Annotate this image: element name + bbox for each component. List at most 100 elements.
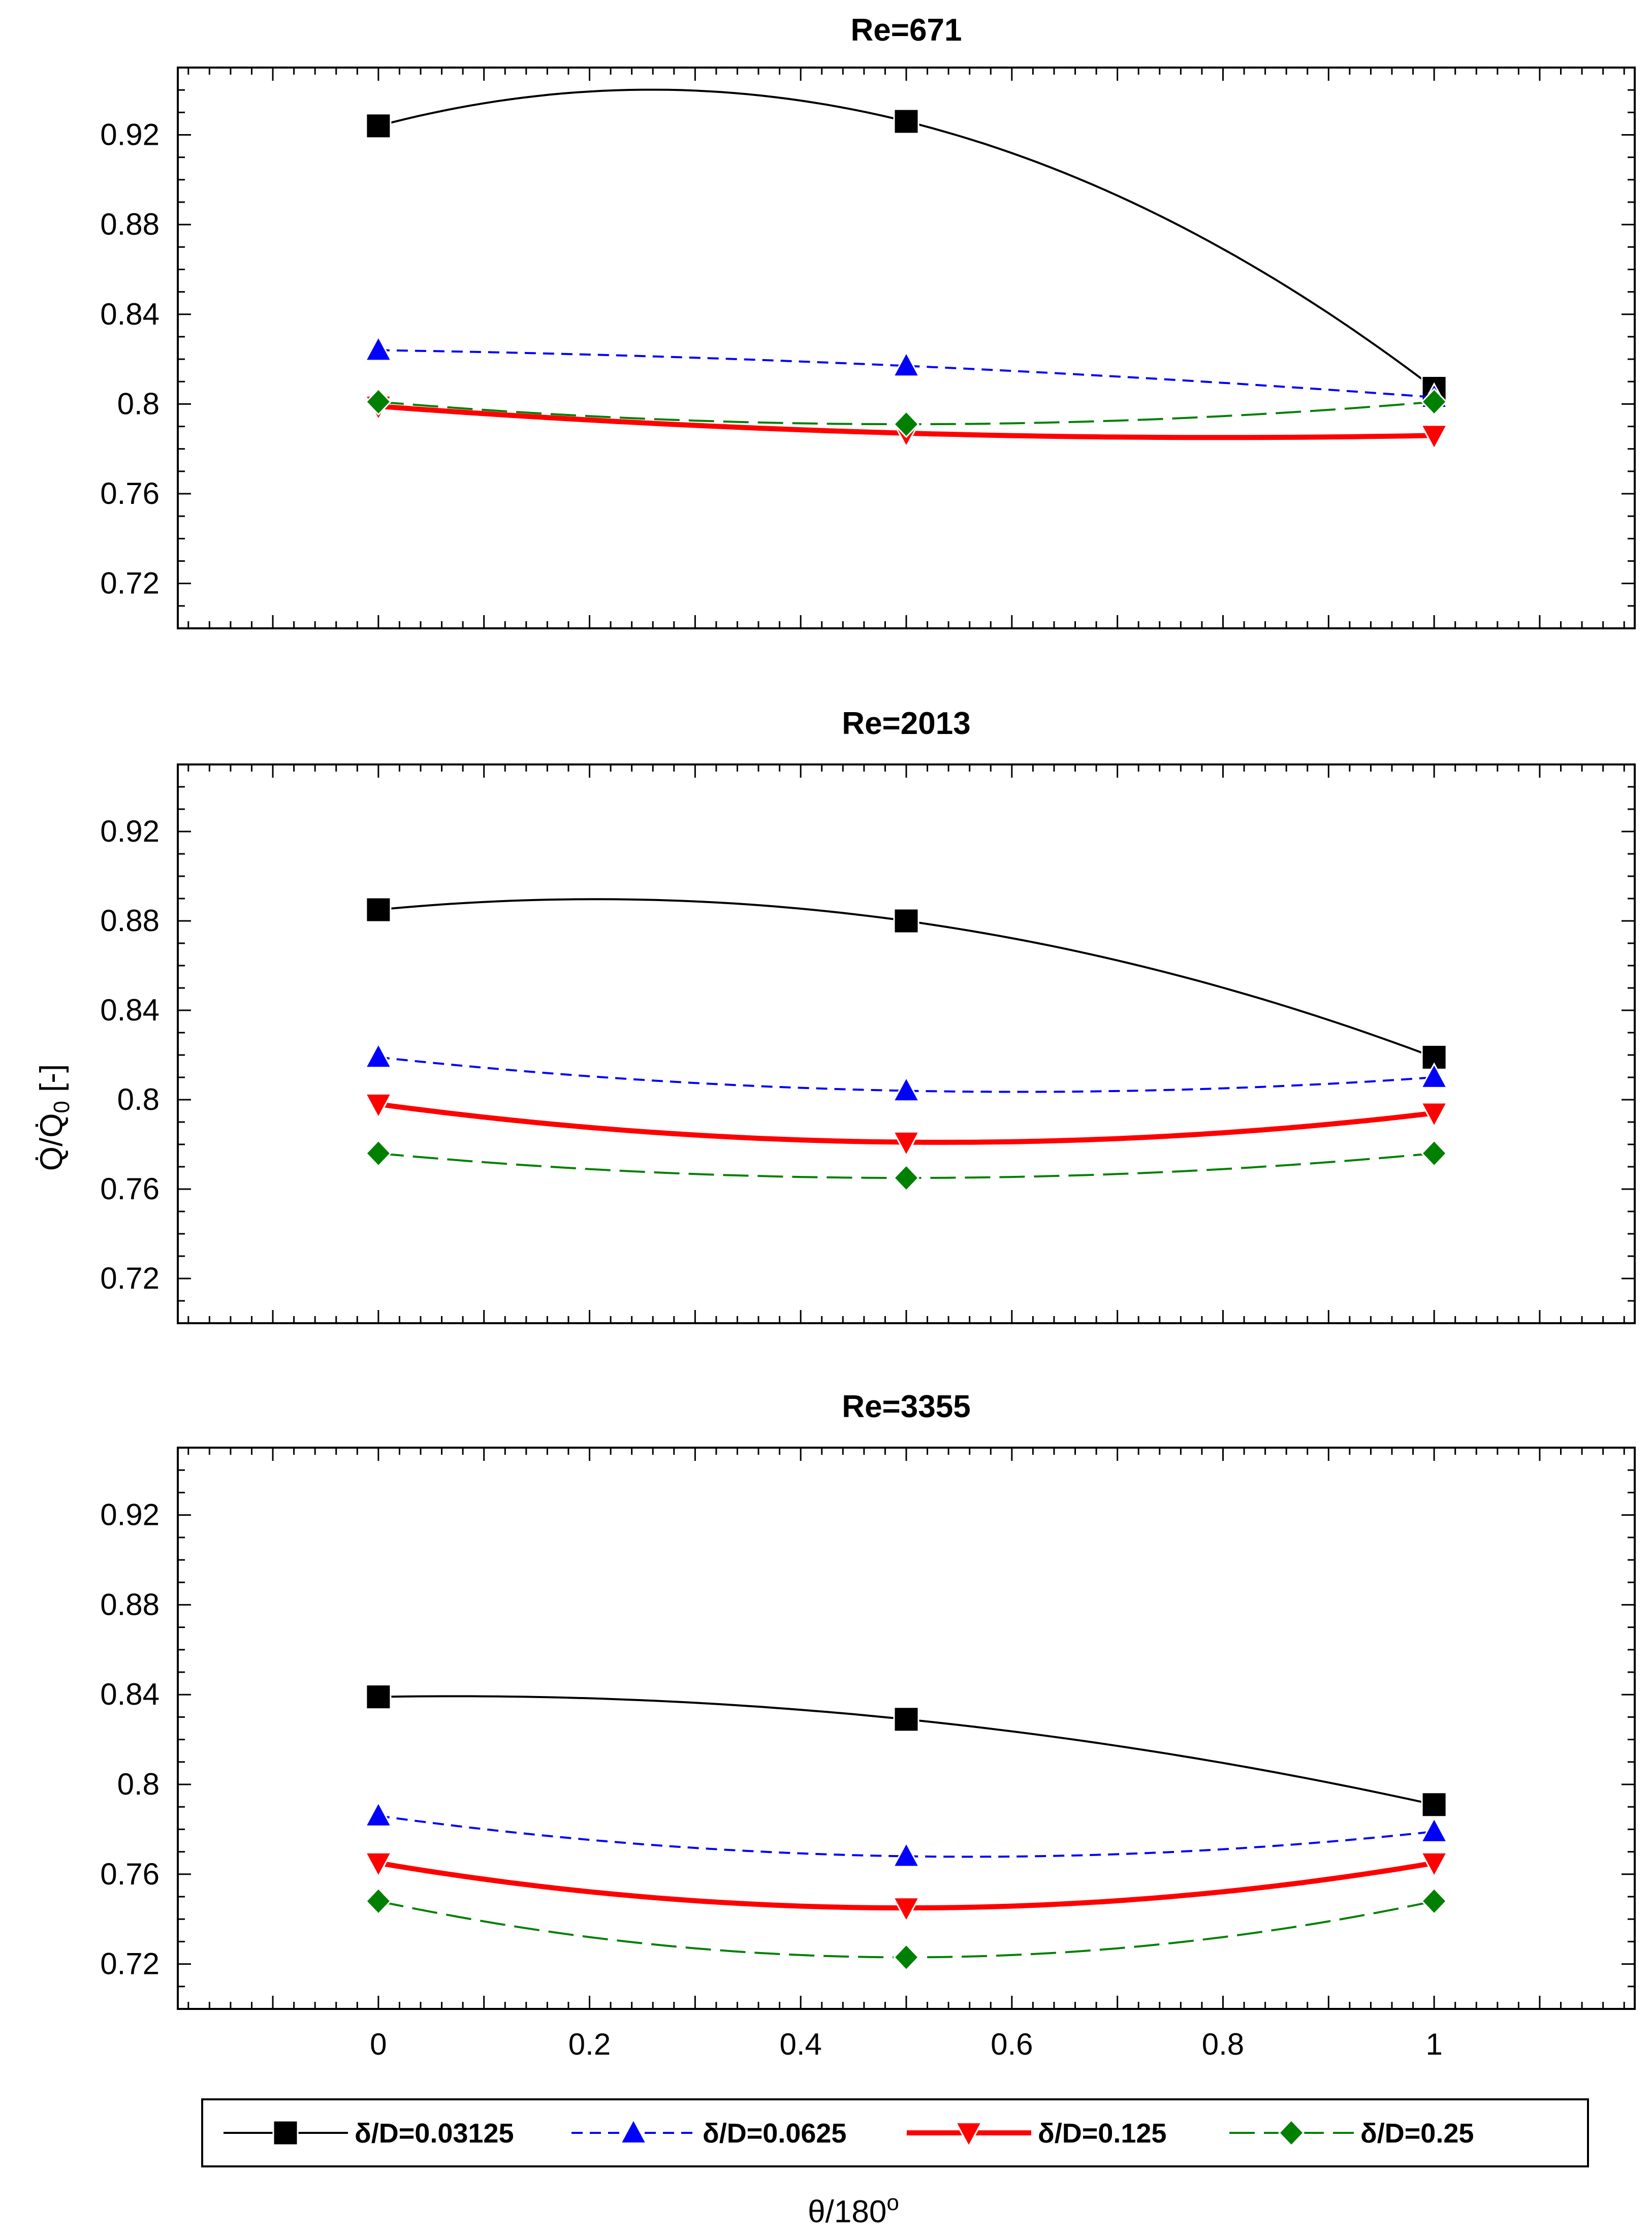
legend-label: δ/D=0.125 bbox=[1038, 2118, 1166, 2149]
y-tick-label: 0.92 bbox=[100, 814, 160, 848]
data-point bbox=[364, 335, 393, 362]
panel-title: Re=2013 bbox=[842, 706, 970, 741]
data-point bbox=[892, 1841, 920, 1868]
panel-1: Re=671 0.72 0.76 0.8 0.84 0.88 0.92 bbox=[100, 13, 1636, 629]
y-tick-label: 0.84 bbox=[100, 1677, 160, 1711]
data-point bbox=[364, 1801, 393, 1827]
x-tick-label: 0 bbox=[370, 2027, 387, 2061]
data-point bbox=[892, 1131, 920, 1158]
y-tick-label: 0.92 bbox=[100, 117, 160, 151]
y-tick-label: 0.8 bbox=[117, 1082, 160, 1116]
series-1 bbox=[365, 897, 1447, 1070]
legend-label: δ/D=0.03125 bbox=[355, 2118, 514, 2149]
series-3 bbox=[364, 1093, 1448, 1158]
series-2 bbox=[364, 1042, 1448, 1102]
legend-box bbox=[201, 2098, 1589, 2167]
data-point bbox=[893, 1164, 920, 1192]
legend-marker bbox=[955, 2122, 983, 2148]
y-tick-label: 0.76 bbox=[100, 1172, 160, 1206]
data-point bbox=[1421, 388, 1448, 416]
y-tick-label: 0.84 bbox=[100, 297, 160, 331]
series-4 bbox=[365, 1887, 1448, 1971]
data-point bbox=[892, 350, 920, 377]
legend: δ/D=0.03125 δ/D=0.0625 δ/D=0.125 δ/D=0.25 bbox=[201, 2098, 1589, 2167]
panels: Re=671 0.72 0.76 0.8 0.84 0.88 0.92 Re=2013 0.72… bbox=[100, 13, 1636, 2061]
series-4 bbox=[365, 388, 1448, 438]
y-tick-label: 0.76 bbox=[100, 476, 160, 510]
x-axis-label-sup: o bbox=[886, 2190, 899, 2215]
data-point bbox=[365, 1684, 392, 1710]
plot-frame bbox=[177, 763, 1636, 1324]
data-point bbox=[365, 113, 392, 139]
data-point bbox=[893, 908, 919, 934]
x-tick-label: 0.2 bbox=[568, 2027, 611, 2061]
data-point bbox=[1420, 1062, 1448, 1089]
y-tick-label: 0.8 bbox=[117, 387, 160, 421]
data-point bbox=[893, 410, 920, 438]
y-tick-label: 0.72 bbox=[100, 1261, 160, 1295]
data-point bbox=[892, 1075, 920, 1102]
data-point bbox=[1420, 424, 1448, 451]
y-tick-label: 0.88 bbox=[100, 1587, 160, 1621]
series-line bbox=[378, 1814, 1435, 1858]
data-point bbox=[365, 388, 392, 416]
y-tick-label: 0.72 bbox=[100, 566, 160, 600]
y-tick-label: 0.88 bbox=[100, 904, 160, 938]
legend-label: δ/D=0.25 bbox=[1360, 2118, 1474, 2149]
legend-item-4: δ/D=0.25 bbox=[1229, 2118, 1474, 2149]
y-tick-label: 0.76 bbox=[100, 1857, 160, 1891]
y-axis-label-unit: [-] bbox=[34, 1064, 69, 1101]
y-tick-label: 0.84 bbox=[100, 993, 160, 1027]
data-point bbox=[1421, 1139, 1448, 1167]
legend-item-1: δ/D=0.03125 bbox=[224, 2118, 514, 2149]
series-3 bbox=[364, 1851, 1448, 1923]
panel-title: Re=671 bbox=[851, 13, 962, 48]
x-tick-label: 0.4 bbox=[779, 2027, 821, 2061]
data-point bbox=[1421, 1792, 1447, 1818]
data-point bbox=[1420, 1102, 1448, 1128]
data-point bbox=[1421, 1887, 1448, 1915]
data-point bbox=[364, 1042, 393, 1069]
x-axis-label: θ/180o bbox=[808, 2190, 899, 2229]
y-axis-label-sub: 0 bbox=[49, 1101, 74, 1113]
panel-3: Re=3355 0.72 0.76 0.8 0.84 0.88 0.92 0 0.2 0.4 0.6… bbox=[100, 1389, 1636, 2061]
y-axis-label-main: Q̇/Q̇ bbox=[34, 1113, 69, 1171]
series-2 bbox=[364, 335, 1448, 409]
series-line bbox=[378, 1056, 1435, 1093]
series-1 bbox=[365, 1684, 1447, 1818]
legend-marker bbox=[619, 2118, 648, 2144]
data-point bbox=[365, 1887, 392, 1915]
legend-item-3: δ/D=0.125 bbox=[907, 2118, 1166, 2149]
x-tick-label: 0.8 bbox=[1202, 2027, 1244, 2061]
series-2 bbox=[364, 1801, 1448, 1868]
series-4 bbox=[365, 1139, 1448, 1192]
legend-label: δ/D=0.0625 bbox=[703, 2118, 846, 2149]
y-tick-label: 0.92 bbox=[100, 1498, 160, 1532]
legend-marker bbox=[1278, 2119, 1305, 2147]
y-axis-label: Q̇/Q̇0 [-] bbox=[34, 1064, 74, 1171]
data-point bbox=[365, 1139, 392, 1167]
plot-frame bbox=[177, 67, 1636, 629]
y-tick-label: 0.72 bbox=[100, 1947, 160, 1981]
x-tick-label: 1 bbox=[1425, 2027, 1442, 2061]
data-point bbox=[893, 1943, 920, 1971]
legend-marker bbox=[272, 2120, 299, 2146]
x-tick-label: 0.6 bbox=[991, 2027, 1033, 2061]
panel-2: Re=2013 0.72 0.76 0.8 0.84 0.88 0.92 bbox=[100, 706, 1636, 1324]
data-point bbox=[893, 1706, 919, 1733]
series-line bbox=[378, 88, 1435, 390]
data-point bbox=[892, 1897, 920, 1923]
data-point bbox=[1420, 1816, 1448, 1843]
panel-title: Re=3355 bbox=[842, 1389, 970, 1424]
data-point bbox=[365, 897, 392, 923]
y-tick-label: 0.88 bbox=[100, 207, 160, 241]
data-point bbox=[1420, 1851, 1448, 1878]
data-point bbox=[893, 108, 919, 135]
legend-items: δ/D=0.03125 δ/D=0.0625 δ/D=0.125 δ/D=0.25 bbox=[224, 2118, 1474, 2149]
data-point bbox=[364, 1851, 393, 1878]
series-line bbox=[378, 349, 1435, 399]
x-axis-label-main: θ/180 bbox=[808, 2194, 886, 2229]
y-tick-label: 0.8 bbox=[117, 1767, 160, 1801]
data-point bbox=[364, 1093, 393, 1120]
